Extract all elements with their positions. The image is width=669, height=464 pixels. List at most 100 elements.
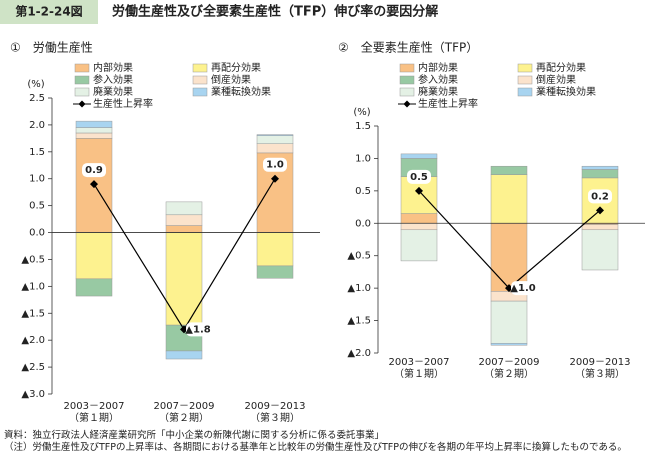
bar-segment: [165, 201, 203, 216]
legend-marker: [78, 100, 86, 108]
y-tick-label: 0.5: [355, 186, 371, 197]
bar-segment: [256, 143, 294, 154]
x-tick-label: （第２期）: [159, 411, 209, 424]
y-tick-label: ▲2.0: [347, 348, 371, 359]
legend-swatch: [399, 75, 415, 85]
legend-label: 倒産効果: [211, 73, 251, 86]
header-box: [0, 0, 98, 24]
y-tick-label: 1.5: [355, 121, 371, 132]
rate-marker: [271, 174, 279, 183]
y-tick-label: 0.0: [355, 218, 371, 229]
bar-segment: [400, 153, 438, 159]
legend-label: 業種転換効果: [536, 85, 596, 98]
legend-label: 参入効果: [418, 73, 458, 86]
x-tick-label: （第１期）: [69, 411, 119, 424]
value-label: 1.0: [266, 160, 284, 171]
y-tick-label: ▲1.0: [347, 283, 371, 294]
bar-segment: [400, 229, 438, 262]
legend-swatch: [517, 75, 533, 85]
legend-label: 廃業効果: [418, 85, 458, 98]
legend-swatch: [74, 63, 90, 73]
value-label: 0.9: [85, 165, 103, 176]
y-tick-label: ▲1.5: [347, 316, 371, 327]
bar-segment: [581, 169, 619, 179]
rate-marker: [90, 180, 98, 189]
y-tick-label: 1.0: [29, 174, 45, 185]
bar-segment: [490, 300, 528, 344]
bar-segment: [165, 232, 203, 326]
bar-segment: [256, 135, 294, 144]
y-tick-label: 2.5: [29, 93, 45, 104]
value-label-bg: [511, 281, 535, 296]
y-tick-label: 0.5: [29, 201, 45, 212]
legend-swatch: [399, 87, 415, 97]
x-tick-label: （第１期）: [394, 367, 444, 380]
y-tick-label: ▲1.5: [21, 308, 45, 319]
bar-segment: [256, 265, 294, 279]
legend-swatch: [192, 75, 208, 85]
value-label: ▲1.8: [185, 324, 210, 335]
legend-label: 参入効果: [93, 73, 133, 86]
bar-segment: [490, 174, 528, 224]
legend-swatch: [192, 87, 208, 97]
value-label: 0.2: [591, 191, 609, 202]
x-tick-label: 2003－2007: [64, 401, 125, 412]
bar-segment: [490, 223, 528, 292]
bar-segment: [400, 223, 438, 231]
value-label-bg: [82, 163, 106, 178]
y-tick-label: ▲2.0: [21, 335, 45, 346]
value-label-bg: [407, 169, 431, 184]
x-tick-label: 2009－2013: [570, 357, 631, 368]
legend-label: 業種転換効果: [211, 85, 271, 98]
bar-segment: [165, 225, 203, 233]
legend-swatch: [399, 63, 415, 73]
y-tick-label: ▲3.0: [21, 389, 45, 400]
x-tick-label: （第２期）: [484, 367, 534, 380]
legend-swatch: [517, 87, 533, 97]
legend-label: 再配分効果: [211, 61, 261, 74]
rate-marker: [596, 206, 604, 215]
y-tick-label: 0.0: [29, 228, 45, 239]
chart-title: ① 労働生産性: [10, 40, 93, 55]
legend-label: 再配分効果: [536, 61, 586, 74]
figure-number: 第1-2-24図: [15, 4, 82, 19]
value-label: 0.5: [410, 172, 428, 183]
x-tick-label: （第３期）: [250, 411, 300, 424]
x-tick-label: 2007－2009: [479, 357, 540, 368]
note: （注）労働生産性及びTFPの上昇率は、各期間における基準年と比較年の労働生産性及…: [4, 442, 627, 453]
bar-segment: [400, 213, 438, 224]
value-label: ▲1.0: [510, 283, 535, 294]
value-label-bg: [186, 322, 210, 337]
bar-segment: [256, 232, 294, 267]
legend-label: 倒産効果: [536, 73, 576, 86]
y-tick-label: ▲0.5: [347, 251, 371, 262]
x-tick-label: （第３期）: [575, 367, 625, 380]
bar-segment: [75, 132, 113, 139]
bar-segment: [490, 343, 528, 346]
bar-segment: [75, 232, 113, 280]
chart-title: ② 全要素生産性（TFP）: [338, 40, 478, 55]
x-tick-label: 2007－2009: [154, 401, 215, 412]
source: 資料：独立行政法人経済産業研究所「中小企業の新陳代謝に関する分析に係る委託事業」: [4, 430, 385, 441]
bar-segment: [165, 214, 203, 226]
legend-label: 内部効果: [418, 61, 458, 74]
legend-label: 生産性上昇率: [418, 97, 478, 110]
value-label-bg: [588, 189, 612, 204]
bar-segment: [581, 165, 619, 170]
legend-swatch: [74, 75, 90, 85]
figure-title: 労働生産性及び全要素生産性（TFP）伸び率の要因分解: [112, 4, 438, 20]
bar-segment: [490, 165, 528, 175]
value-label-bg: [263, 157, 287, 172]
y-unit: (%): [353, 107, 370, 118]
y-tick-label: ▲1.0: [21, 281, 45, 292]
bar-segment: [165, 350, 203, 360]
legend-label: 生産性上昇率: [93, 97, 153, 110]
bar-segment: [75, 120, 113, 128]
bar-segment: [581, 229, 619, 271]
legend-swatch: [192, 63, 208, 73]
y-tick-label: 1.0: [355, 153, 371, 164]
legend-swatch: [74, 87, 90, 97]
y-tick-label: 2.0: [29, 120, 45, 131]
legend-swatch: [517, 63, 533, 73]
